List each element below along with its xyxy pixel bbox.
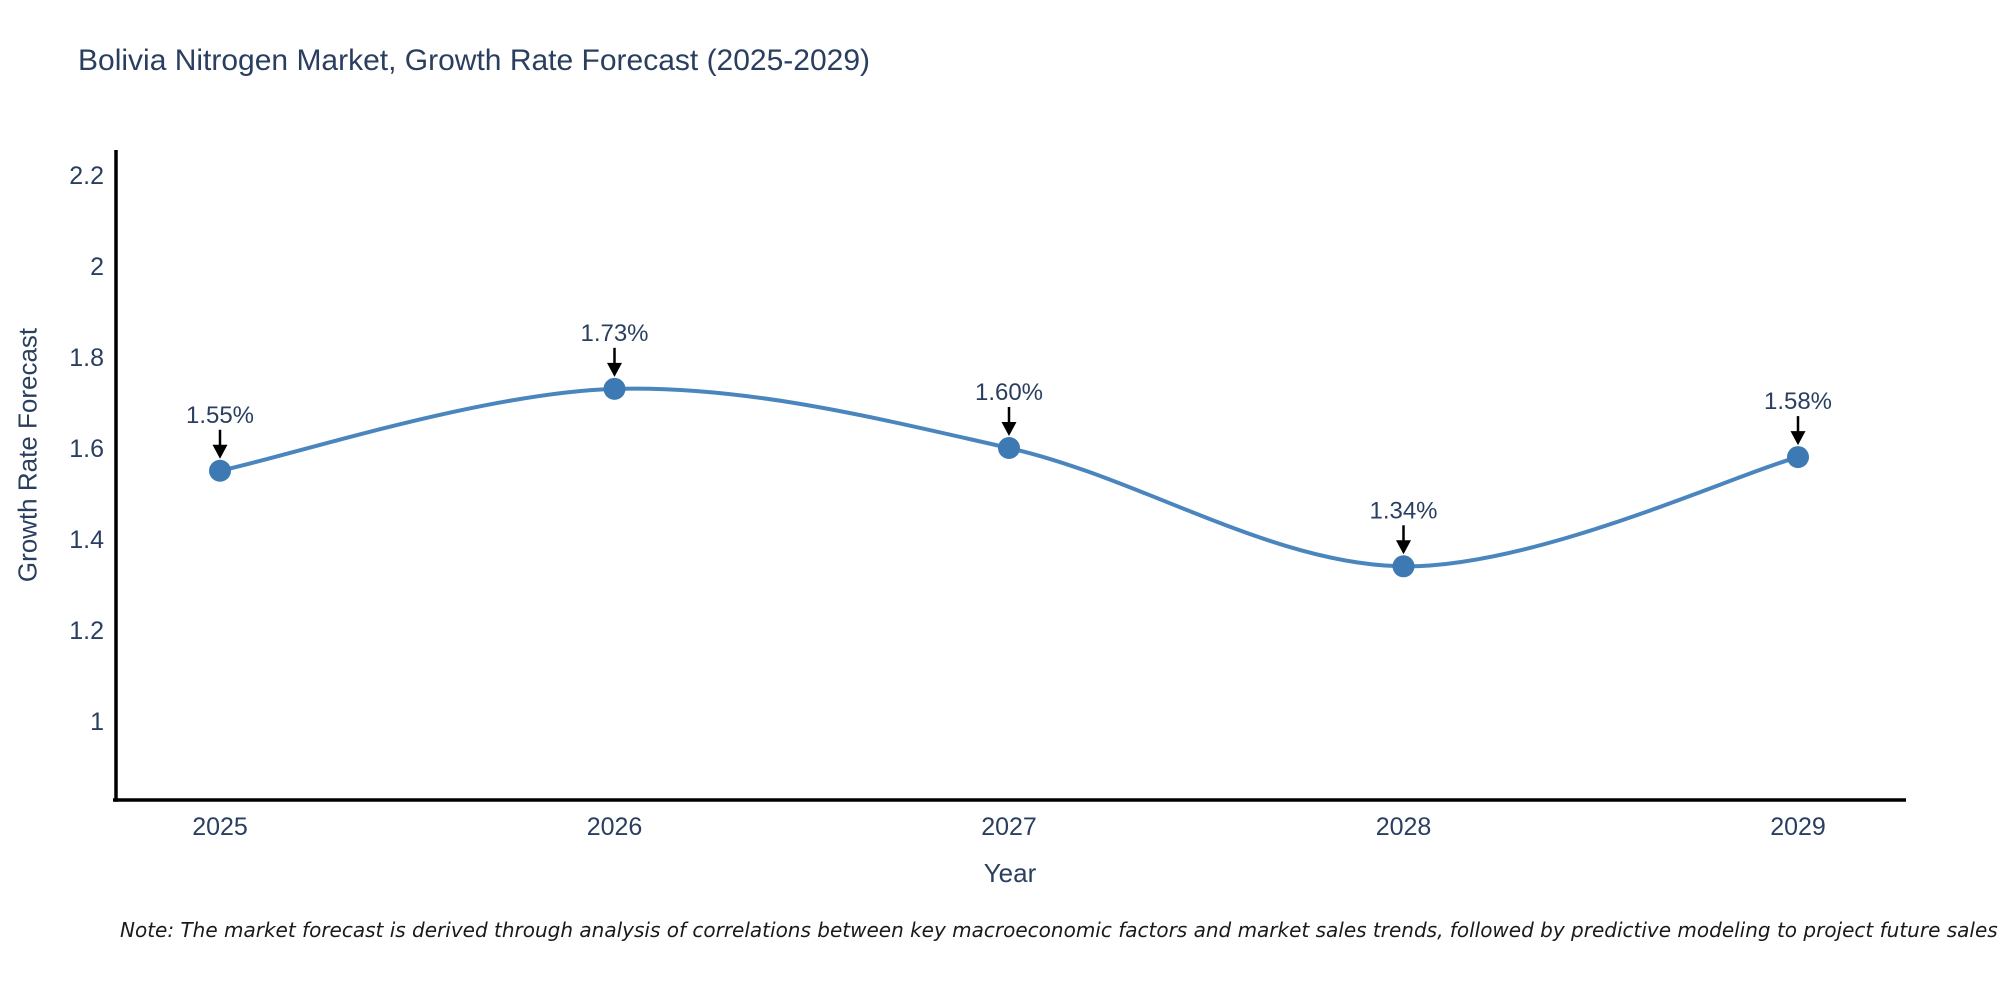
- annotation-arrowhead-icon: [1396, 540, 1411, 555]
- y-tick-label: 1: [90, 708, 104, 736]
- data-point-marker-2026[interactable]: [603, 377, 626, 400]
- y-tick-label: 1.4: [69, 526, 104, 554]
- annotation-arrowhead-icon: [1001, 422, 1017, 436]
- y-tick-label: 1.6: [69, 435, 104, 463]
- y-tick-label: 1.2: [69, 617, 104, 645]
- y-tick-label: 2: [90, 253, 104, 281]
- point-annotation-label: 1.73%: [580, 320, 648, 347]
- x-tick-label: 2026: [587, 813, 643, 841]
- x-tick-label: 2028: [1376, 813, 1432, 841]
- data-point-marker-2028[interactable]: [1392, 555, 1415, 578]
- point-annotation-label: 1.34%: [1369, 497, 1437, 524]
- annotation-arrowhead-icon: [607, 362, 622, 377]
- x-axis-title: Year: [983, 858, 1037, 888]
- chart-title: Bolivia Nitrogen Market, Growth Rate For…: [78, 44, 871, 77]
- data-point-marker-2027[interactable]: [998, 437, 1020, 459]
- data-point-marker-2025[interactable]: [209, 459, 231, 482]
- footnote: Note: The market forecast is derived thr…: [120, 918, 1998, 942]
- x-tick-label: 2027: [981, 813, 1037, 841]
- point-annotation-label: 1.60%: [975, 379, 1043, 406]
- x-tick-label: 2025: [192, 813, 248, 841]
- annotation-arrowhead-icon: [212, 444, 228, 459]
- point-annotation-label: 1.55%: [186, 402, 254, 429]
- x-tick-label: 2029: [1770, 813, 1826, 841]
- data-point-marker-2029[interactable]: [1787, 446, 1809, 469]
- y-axis-title: Growth Rate Forecast: [12, 327, 43, 583]
- y-tick-label: 2.2: [69, 162, 104, 190]
- annotation-arrowhead-icon: [1790, 431, 1806, 446]
- point-annotation-label: 1.58%: [1764, 388, 1832, 415]
- y-tick-label: 1.8: [69, 344, 104, 372]
